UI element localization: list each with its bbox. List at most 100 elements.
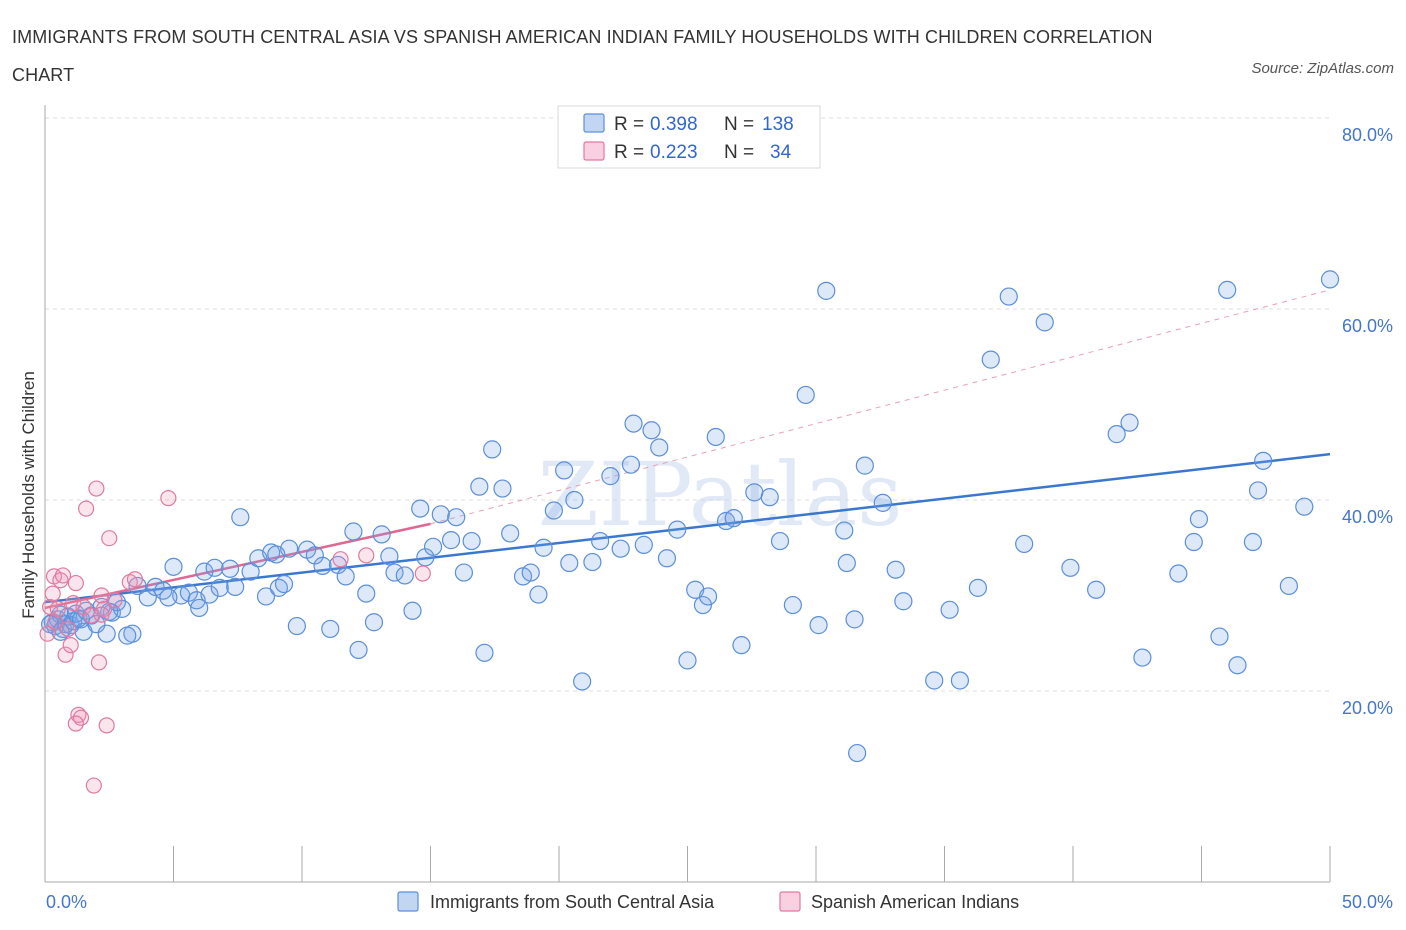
point-south-central-asia: [41, 615, 60, 634]
point-south-central-asia: [483, 440, 502, 459]
y-tick-label: 80.0%: [1342, 125, 1393, 145]
point-south-central-asia: [241, 562, 260, 581]
point-spanish-american-indian: [44, 585, 61, 602]
point-south-central-asia: [796, 385, 815, 405]
point-south-central-asia: [1254, 451, 1273, 470]
point-south-central-asia: [1184, 532, 1203, 552]
point-spanish-american-indian: [106, 592, 123, 609]
point-south-central-asia: [1133, 648, 1152, 667]
point-south-central-asia: [274, 574, 294, 594]
legend-box: R = 0.398 N = 138 R = 0.223 N = 34: [557, 105, 821, 169]
point-south-central-asia: [256, 587, 276, 606]
point-south-central-asia: [642, 421, 661, 440]
bottom-legend: Immigrants from South Central Asia Spani…: [397, 891, 1019, 912]
point-south-central-asia: [190, 598, 209, 618]
point-south-central-asia: [940, 600, 959, 619]
point-south-central-asia: [848, 743, 867, 763]
point-south-central-asia: [760, 488, 779, 507]
legend-n-value-2: 34: [770, 142, 792, 163]
point-south-central-asia: [501, 524, 520, 543]
legend-swatch-pink: [583, 141, 605, 161]
point-spanish-american-indian: [78, 500, 95, 517]
point-south-central-asia: [534, 538, 553, 557]
x-tick-label-max: 50.0%: [1342, 892, 1393, 912]
point-south-central-asia: [624, 414, 643, 433]
point-south-central-asia: [372, 525, 391, 544]
point-south-central-asia: [1295, 497, 1314, 516]
point-south-central-asia: [668, 520, 687, 539]
y-axis-title: Family Households with Children: [19, 371, 38, 619]
point-south-central-asia: [565, 490, 584, 510]
point-spanish-american-indian: [39, 625, 56, 642]
point-spanish-american-indian: [126, 571, 144, 588]
point-spanish-american-indian: [49, 600, 66, 617]
point-south-central-asia: [837, 553, 856, 573]
point-spanish-american-indian: [60, 620, 77, 638]
point-south-central-asia: [894, 592, 913, 611]
point-spanish-american-indian: [47, 614, 64, 631]
point-south-central-asia: [693, 595, 713, 615]
point-south-central-asia: [544, 501, 563, 520]
point-south-central-asia: [706, 427, 725, 447]
point-south-central-asia: [441, 531, 461, 550]
point-south-central-asia: [431, 505, 450, 524]
point-spanish-american-indian: [52, 572, 69, 589]
point-spanish-american-indian: [332, 551, 349, 568]
point-spanish-american-indian: [88, 480, 105, 497]
point-south-central-asia: [287, 616, 306, 636]
point-south-central-asia: [1320, 270, 1340, 289]
point-spanish-american-indian: [358, 547, 375, 564]
legend-swatch-blue: [583, 113, 605, 133]
point-south-central-asia: [724, 509, 743, 528]
trend-line-blue: [44, 452, 1331, 604]
legend-r-label-2: R =: [614, 142, 644, 163]
y-tick-label: 60.0%: [1342, 316, 1393, 336]
point-south-central-asia: [364, 613, 384, 632]
point-south-central-asia: [529, 585, 548, 604]
point-south-central-asia: [1228, 656, 1247, 675]
point-south-central-asia: [475, 643, 494, 662]
point-south-central-asia: [403, 601, 422, 620]
point-south-central-asia: [521, 563, 540, 582]
chart-title: IMMIGRANTS FROM SOUTH CENTRAL ASIA VS SP…: [12, 27, 1153, 85]
point-south-central-asia: [873, 493, 892, 512]
point-south-central-asia: [591, 531, 610, 551]
point-south-central-asia: [999, 287, 1018, 306]
point-south-central-asia: [321, 619, 340, 639]
point-south-central-asia: [650, 438, 669, 457]
legend-n-label-2: N =: [724, 142, 754, 163]
point-south-central-asia: [344, 522, 363, 541]
point-south-central-asia: [1169, 564, 1188, 583]
point-south-central-asia: [817, 281, 836, 300]
point-south-central-asia: [97, 624, 116, 643]
bottom-legend-label-pink: Spanish American Indians: [811, 892, 1019, 912]
point-south-central-asia: [395, 566, 414, 585]
point-south-central-asia: [1061, 558, 1080, 577]
point-spanish-american-indian: [85, 777, 102, 794]
point-south-central-asia: [583, 552, 602, 572]
point-south-central-asia: [621, 455, 641, 474]
point-spanish-american-indian: [67, 715, 84, 732]
point-south-central-asia: [732, 636, 751, 655]
point-spanish-american-indian: [57, 646, 74, 663]
bottom-legend-label-blue: Immigrants from South Central Asia: [430, 892, 715, 912]
point-spanish-american-indian: [101, 530, 118, 547]
point-south-central-asia: [1279, 576, 1298, 596]
point-south-central-asia: [611, 539, 630, 558]
point-south-central-asia: [770, 531, 790, 551]
point-south-central-asia: [349, 640, 368, 660]
point-south-central-asia: [200, 585, 219, 604]
point-south-central-asia: [336, 567, 355, 586]
point-south-central-asia: [380, 547, 399, 566]
grid-lines: [45, 117, 1330, 692]
point-south-central-asia: [357, 584, 376, 603]
legend-n-value-1: 138: [762, 114, 794, 135]
point-spanish-american-indian: [160, 489, 177, 507]
point-south-central-asia: [411, 499, 430, 518]
point-south-central-asia: [470, 477, 489, 496]
point-south-central-asia: [159, 588, 178, 607]
point-south-central-asia: [845, 610, 864, 629]
point-south-central-asia: [809, 616, 828, 635]
bottom-legend-swatch-blue: [397, 891, 419, 912]
